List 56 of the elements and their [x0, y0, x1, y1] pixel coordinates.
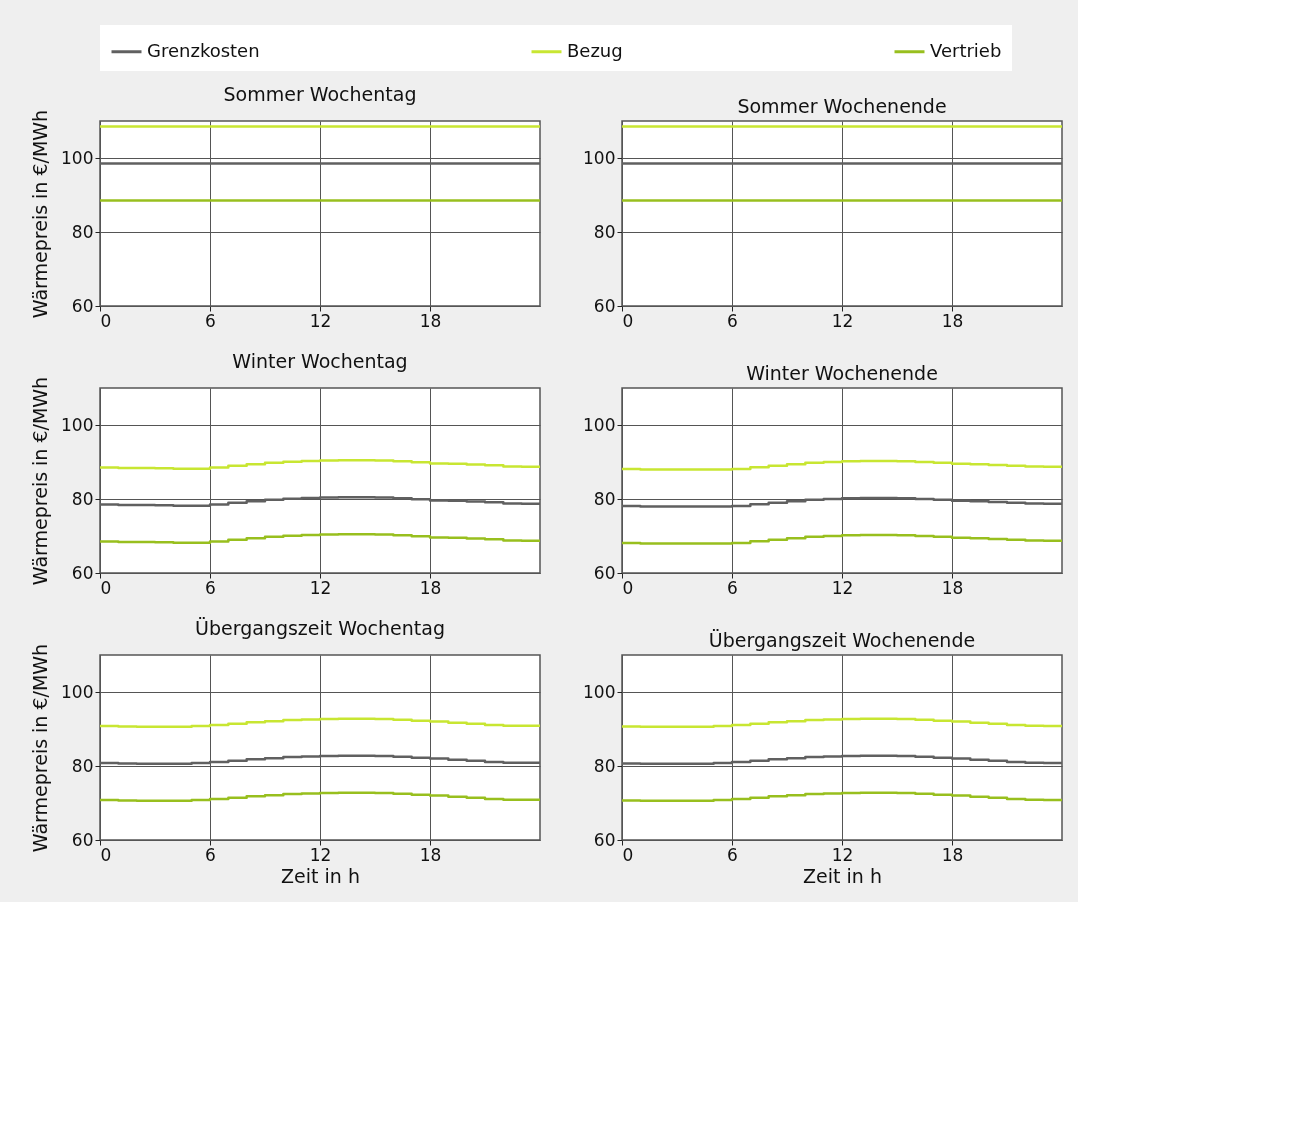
y-axis-title: Wärmepreis in €/MWh — [29, 376, 52, 586]
x-tick-label: 0 — [622, 577, 634, 598]
y-tick-label: 60 — [593, 295, 616, 316]
chart-title: Übergangszeit Wochenende — [708, 629, 976, 651]
x-tick-label: 12 — [831, 310, 854, 331]
y-tick-label: 100 — [61, 414, 94, 435]
y-axis-title: Wärmepreis in €/MWh — [29, 643, 52, 853]
x-tick-label: 6 — [727, 577, 738, 598]
chart-title: Winter Wochentag — [232, 350, 408, 373]
x-tick-label: 0 — [100, 310, 112, 331]
y-tick-label: 60 — [593, 829, 616, 850]
chart-title: Übergangszeit Wochentag — [195, 617, 445, 640]
y-tick-label: 100 — [583, 147, 616, 168]
y-tick-label: 100 — [583, 414, 616, 435]
x-tick-label: 6 — [727, 310, 738, 331]
x-tick-label: 0 — [100, 844, 112, 865]
legend-label: Bezug — [567, 39, 623, 61]
x-tick-label: 12 — [309, 844, 332, 865]
x-tick-label: 12 — [831, 577, 854, 598]
y-tick-label: 100 — [61, 147, 94, 168]
x-tick-label: 18 — [941, 310, 964, 331]
y-tick-label: 60 — [71, 295, 94, 316]
legend-label: Grenzkosten — [147, 39, 260, 61]
x-tick-label: 12 — [831, 844, 854, 865]
chart-title: Sommer Wochenende — [737, 95, 947, 117]
x-tick-label: 0 — [622, 310, 634, 331]
x-tick-label: 12 — [309, 310, 332, 331]
y-tick-label: 100 — [583, 681, 616, 702]
x-tick-label: 6 — [205, 310, 216, 331]
x-tick-label: 0 — [100, 577, 112, 598]
x-tick-label: 6 — [205, 844, 216, 865]
y-tick-label: 60 — [71, 562, 94, 583]
x-tick-label: 0 — [622, 844, 634, 865]
y-tick-label: 80 — [71, 755, 94, 776]
y-axis-title: Wärmepreis in €/MWh — [29, 109, 52, 319]
x-tick-label: 6 — [205, 577, 216, 598]
x-tick-label: 18 — [419, 577, 442, 598]
chart-title: Sommer Wochentag — [223, 83, 417, 106]
x-tick-label: 6 — [727, 844, 738, 865]
legend-label: Vertrieb — [930, 39, 1002, 61]
chart-title: Winter Wochenende — [746, 362, 938, 384]
y-tick-label: 60 — [71, 829, 94, 850]
y-tick-label: 80 — [593, 488, 616, 509]
y-tick-label: 80 — [593, 221, 616, 242]
x-axis-title: Zeit in h — [803, 864, 882, 887]
y-tick-label: 80 — [593, 755, 616, 776]
y-tick-label: 60 — [593, 562, 616, 583]
y-tick-label: 100 — [61, 681, 94, 702]
x-tick-label: 18 — [419, 844, 442, 865]
y-tick-label: 80 — [71, 221, 94, 242]
x-tick-label: 18 — [941, 844, 964, 865]
x-tick-label: 12 — [309, 577, 332, 598]
x-tick-label: 18 — [419, 310, 442, 331]
y-tick-label: 80 — [71, 488, 94, 509]
x-axis-title: Zeit in h — [281, 864, 360, 887]
x-tick-label: 18 — [941, 577, 964, 598]
